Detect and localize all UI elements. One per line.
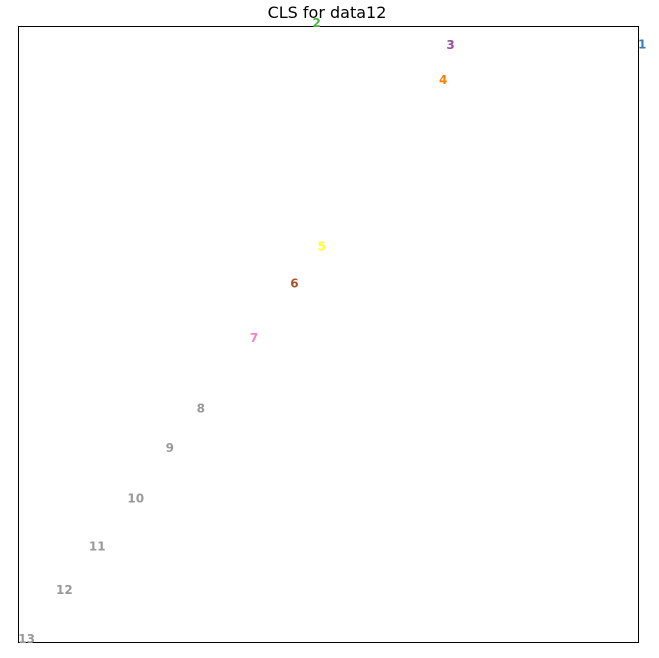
point-label-9: 9 [166,441,174,455]
point-label-4: 4 [439,73,447,87]
plot-frame [18,26,639,643]
point-label-3: 3 [446,38,454,52]
point-label-13: 13 [18,632,35,646]
point-label-12: 12 [56,583,73,597]
chart-title: CLS for data12 [268,3,387,22]
point-label-7: 7 [250,331,258,345]
point-label-11: 11 [89,539,106,553]
point-label-5: 5 [318,239,326,253]
point-label-8: 8 [197,401,205,415]
point-label-10: 10 [127,491,144,505]
point-label-1: 1 [638,37,646,51]
point-label-6: 6 [290,276,298,290]
point-label-2: 2 [313,16,321,30]
